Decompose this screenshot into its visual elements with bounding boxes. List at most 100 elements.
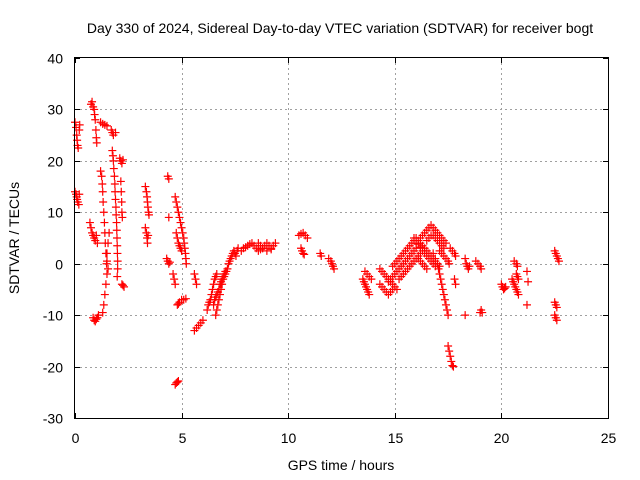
y-axis-label: SDTVAR / TECUs [6, 182, 22, 294]
data-point [444, 342, 453, 350]
data-point [177, 246, 186, 255]
data-point [98, 180, 107, 188]
data-point [478, 308, 487, 317]
x-tick-label: 5 [179, 430, 187, 446]
data-point [465, 262, 474, 271]
data-point [449, 362, 458, 371]
data-point [501, 282, 510, 291]
data-point [174, 208, 183, 217]
data-point [461, 254, 470, 263]
data-point [444, 311, 453, 320]
data-point [554, 257, 563, 266]
data-point [213, 300, 222, 309]
y-tick-label: -20 [43, 360, 63, 376]
data-point [271, 239, 280, 248]
data-point [443, 306, 452, 314]
data-point [118, 155, 127, 164]
data-point [117, 159, 126, 168]
data-point [111, 195, 120, 204]
data-point [88, 97, 97, 106]
data-point [429, 249, 438, 258]
data-point [102, 121, 111, 130]
data-point [164, 213, 173, 222]
data-point [524, 277, 533, 286]
data-points [71, 97, 563, 389]
data-point [218, 280, 227, 289]
plot-frame [74, 57, 609, 419]
data-point [118, 281, 127, 290]
data-point [91, 126, 100, 134]
data-point [120, 282, 129, 291]
data-point [99, 208, 108, 217]
x-tick-label: 0 [72, 430, 80, 446]
data-point [172, 198, 181, 206]
data-point [74, 144, 83, 152]
data-point [117, 187, 126, 196]
data-point [92, 231, 101, 240]
data-point [96, 167, 105, 176]
data-point [446, 352, 455, 361]
axis-ticks: 0 5 10 15 20 25 -30 -20 -10 0 10 20 30 40 [43, 51, 617, 447]
data-point [431, 254, 440, 263]
data-point [212, 270, 221, 278]
data-point [141, 223, 150, 232]
y-tick-label: 30 [47, 102, 63, 118]
data-point [98, 187, 107, 196]
data-point [94, 311, 103, 320]
data-point [522, 300, 531, 309]
data-point [514, 275, 523, 284]
data-point [231, 252, 240, 260]
data-point [215, 290, 224, 299]
data-point [212, 306, 221, 314]
data-point [190, 270, 199, 278]
data-point [173, 378, 182, 386]
data-point [433, 259, 442, 268]
data-point [100, 290, 109, 299]
data-point [85, 218, 94, 227]
data-point [500, 284, 509, 293]
data-point [113, 257, 122, 266]
data-point [191, 275, 200, 284]
data-point [101, 280, 110, 289]
data-point [102, 249, 111, 258]
data-point [448, 361, 457, 370]
data-point [113, 241, 122, 250]
data-point [142, 187, 151, 196]
data-point [164, 174, 173, 183]
data-point [113, 264, 122, 273]
data-point [144, 231, 153, 240]
data-point [192, 280, 201, 289]
data-point [117, 198, 126, 206]
x-tick-label: 10 [281, 430, 297, 446]
data-point [552, 303, 561, 312]
data-point [450, 275, 459, 284]
data-point [203, 306, 212, 314]
data-point [177, 223, 186, 232]
data-point [143, 239, 152, 248]
data-point [438, 285, 447, 294]
data-point [172, 228, 181, 237]
data-point [514, 290, 523, 299]
data-point [108, 146, 117, 155]
data-point [164, 259, 173, 268]
data-point [75, 120, 84, 129]
data-point [165, 258, 174, 267]
x-tick-label: 20 [494, 430, 510, 446]
data-point [513, 262, 522, 271]
data-point [118, 213, 127, 222]
data-point [113, 272, 122, 281]
data-point [299, 249, 308, 258]
data-point [365, 290, 374, 299]
data-point [110, 172, 119, 181]
data-point [97, 172, 106, 181]
data-point [171, 280, 180, 289]
data-point [174, 376, 183, 385]
data-point [112, 226, 121, 235]
data-point [173, 234, 182, 242]
y-tick-label: 20 [47, 154, 63, 170]
data-point [113, 234, 121, 242]
data-point [111, 128, 120, 137]
data-point [93, 239, 102, 248]
data-point [99, 300, 108, 309]
